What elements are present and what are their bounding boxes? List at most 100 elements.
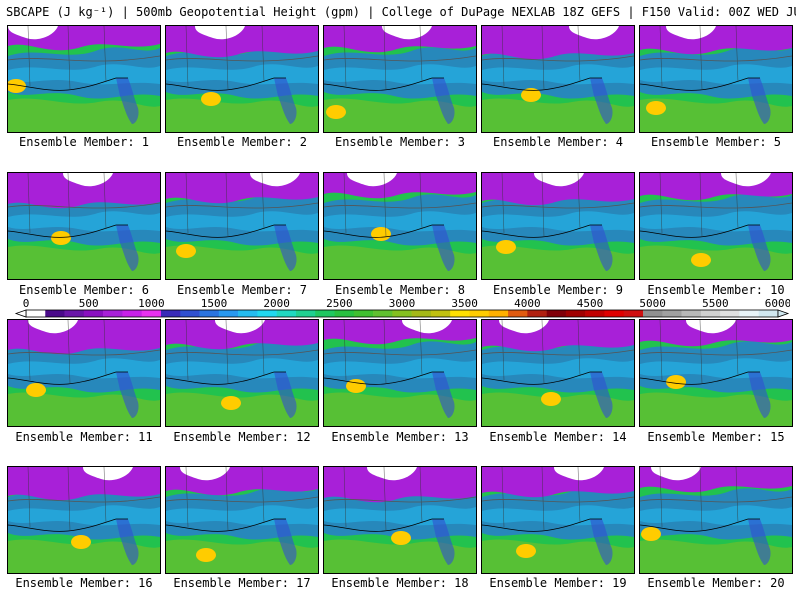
ensemble-member-label: Ensemble Member: 18: [331, 576, 469, 590]
cape-field-map: [324, 320, 476, 426]
colorbar-swatch: [758, 310, 779, 317]
ensemble-member-map: [639, 319, 793, 427]
cape-field-map: [324, 26, 476, 132]
colorbar-tick-label: 4500: [577, 297, 604, 310]
colorbar-swatch: [681, 310, 702, 317]
colorbar-swatch: [469, 310, 490, 317]
cape-field-map: [166, 173, 318, 279]
ensemble-member-label: Ensemble Member: 4: [492, 135, 624, 149]
ensemble-member-label: Ensemble Member: 7: [176, 283, 308, 297]
ensemble-member-map: [323, 172, 477, 280]
colorbar-swatch: [411, 310, 432, 317]
ensemble-member-map: [481, 319, 635, 427]
colorbar-swatch: [623, 310, 644, 317]
colorbar-swatch: [122, 310, 142, 317]
cape-field-map: [640, 467, 792, 573]
colorbar-left-arrow-icon: [14, 309, 27, 318]
colorbar-swatch: [315, 310, 335, 317]
colorbar-swatch: [430, 310, 451, 317]
cape-field-map: [8, 173, 160, 279]
cape-field-map: [482, 26, 634, 132]
cape-field-map: [8, 467, 160, 573]
ensemble-member-map: [323, 319, 477, 427]
ensemble-member-map: [639, 172, 793, 280]
ensemble-member-map: [7, 25, 161, 133]
ensemble-member-map: [7, 466, 161, 574]
ensemble-member-map: [323, 466, 477, 574]
cape-field-map: [166, 467, 318, 573]
colorbar-swatch: [257, 310, 277, 317]
cape-field-map: [166, 320, 318, 426]
sbcape-colorbar: 0 500 1000 1500 2000 2500 3000 3500 4000 4500 5000…: [14, 296, 790, 320]
ensemble-member-map: [165, 172, 319, 280]
ensemble-member-label: Ensemble Member: 5: [650, 135, 782, 149]
colorbar-swatch: [546, 310, 567, 317]
colorbar-tick-label: 4000: [514, 297, 541, 310]
colorbar-tick-label: 2000: [263, 297, 290, 310]
cape-field-map: [640, 320, 792, 426]
ensemble-member-label: Ensemble Member: 8: [334, 283, 466, 297]
colorbar-swatch: [353, 310, 374, 317]
ensemble-member-label: Ensemble Member: 13: [331, 430, 469, 444]
cape-field-map: [640, 173, 792, 279]
colorbar-tick-label: 500: [79, 297, 99, 310]
colorbar-tick-label: 1500: [201, 297, 228, 310]
colorbar-swatch: [103, 310, 123, 317]
colorbar-tick-label: 1000: [138, 297, 165, 310]
colorbar-swatch: [488, 310, 509, 317]
cape-field-map: [8, 26, 160, 132]
colorbar-swatch: [373, 310, 393, 317]
cape-field-map: [324, 467, 476, 573]
colorbar-tick-label: 5000: [639, 297, 666, 310]
colorbar-swatch: [64, 310, 85, 317]
colorbar-swatch: [527, 310, 547, 317]
ensemble-member-label: Ensemble Member: 3: [334, 135, 466, 149]
colorbar-swatch: [160, 310, 181, 317]
colorbar-swatch: [565, 310, 586, 317]
colorbar-swatch: [45, 310, 65, 317]
colorbar-swatch: [141, 310, 162, 317]
colorbar-swatch: [450, 310, 470, 317]
colorbar-swatch: [334, 310, 355, 317]
colorbar-swatch: [83, 310, 104, 317]
colorbar-tick-label: 5500: [702, 297, 729, 310]
ensemble-member-label: Ensemble Member: 9: [492, 283, 624, 297]
cape-field-map: [8, 320, 160, 426]
ensemble-member-map: [481, 25, 635, 133]
colorbar-swatch: [662, 310, 682, 317]
colorbar-tick-label: 3500: [451, 297, 478, 310]
cape-field-map: [482, 173, 634, 279]
colorbar-swatch: [26, 310, 46, 317]
ensemble-member-map: [165, 319, 319, 427]
colorbar-swatch: [199, 310, 220, 317]
colorbar-swatch: [604, 310, 625, 317]
ensemble-member-map: [481, 172, 635, 280]
ensemble-member-map: [7, 319, 161, 427]
ensemble-member-label: Ensemble Member: 11: [15, 430, 153, 444]
ensemble-member-map: [323, 25, 477, 133]
ensemble-member-map: [639, 25, 793, 133]
colorbar-swatch: [238, 310, 258, 317]
colorbar-tick-label: 3000: [389, 297, 416, 310]
colorbar-swatch: [276, 310, 297, 317]
colorbar-right-arrow-icon: [777, 309, 790, 318]
ensemble-member-label: Ensemble Member: 17: [173, 576, 311, 590]
cape-field-map: [640, 26, 792, 132]
colorbar-swatch: [739, 310, 760, 317]
ensemble-member-map: [7, 172, 161, 280]
colorbar-tick-label: 0: [23, 297, 30, 310]
cape-field-map: [324, 173, 476, 279]
ensemble-member-label: Ensemble Member: 12: [173, 430, 311, 444]
ensemble-member-label: Ensemble Member: 1: [18, 135, 150, 149]
ensemble-member-label: Ensemble Member: 14: [489, 430, 627, 444]
figure-title: SBCAPE (J kg⁻¹) | 500mb Geopotential Hei…: [6, 5, 796, 19]
ensemble-member-map: [165, 25, 319, 133]
colorbar-swatch: [218, 310, 239, 317]
colorbar-tick-label: 6000: [765, 297, 790, 310]
ensemble-member-map: [639, 466, 793, 574]
ensemble-member-label: Ensemble Member: 15: [647, 430, 785, 444]
colorbar-swatch: [295, 310, 316, 317]
cape-field-map: [482, 320, 634, 426]
colorbar-swatch: [643, 310, 663, 317]
colorbar-swatch: [585, 310, 605, 317]
